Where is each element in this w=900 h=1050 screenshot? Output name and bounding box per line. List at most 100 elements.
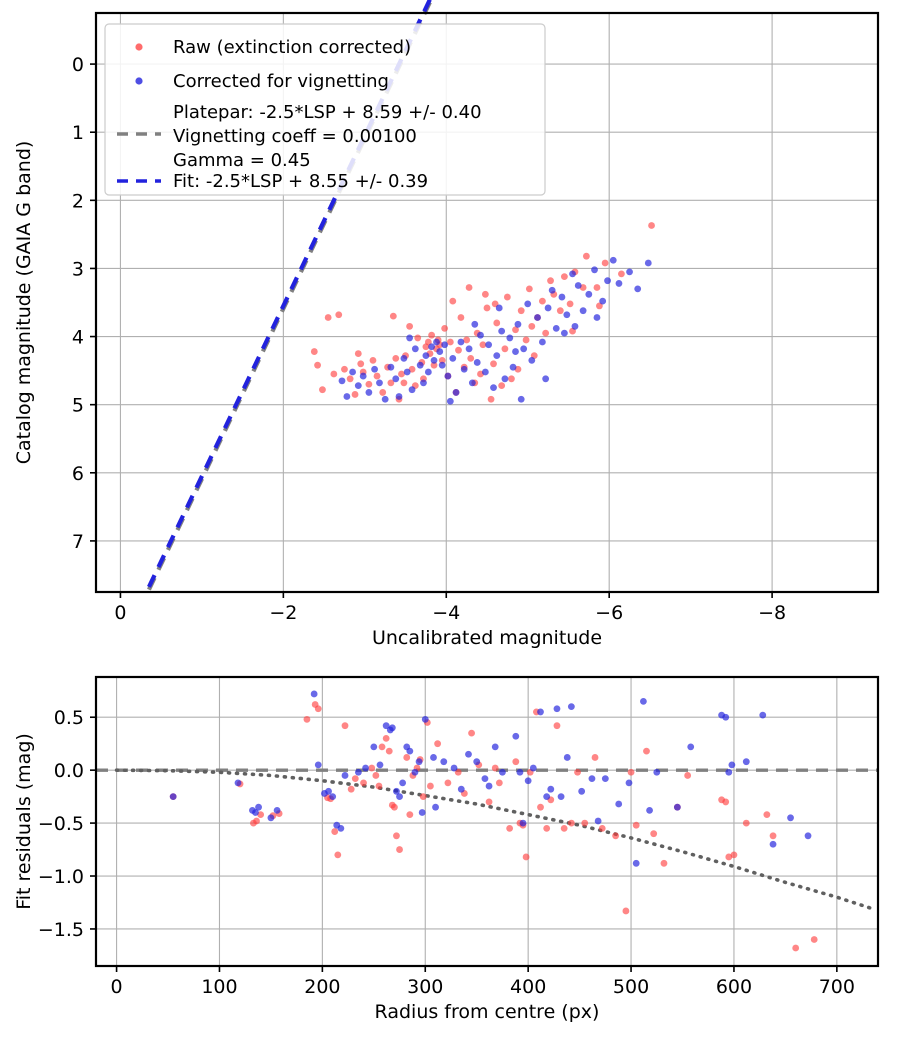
data-point-raw [351,391,359,398]
tick-label-x: −2 [269,602,297,624]
residual-point-corrected [725,768,733,776]
residual-point-raw [763,811,771,819]
data-point-corrected [411,345,419,353]
data-point-raw [455,346,462,354]
tick-label-x: −6 [595,602,623,624]
tick-label-x: 500 [613,976,649,998]
residual-point-corrected [491,743,499,751]
data-point-raw [446,338,454,346]
residual-point-corrected [310,690,318,698]
data-point-corrected [493,352,501,360]
residual-point-corrected [362,764,369,772]
residual-point-corrected [430,754,437,761]
residual-point-corrected [396,793,403,801]
top-scatter-corrected [338,256,652,405]
data-point-corrected [387,363,395,371]
residual-point-raw [393,832,400,840]
tick-label-x: 400 [510,976,546,998]
residual-point-corrected [370,743,378,751]
data-point-raw [324,314,332,321]
residual-point-raw [403,754,411,761]
residual-point-corrected [473,758,481,766]
residual-point-corrected [578,787,586,795]
residual-point-corrected [769,840,777,848]
residuals-panel: 0 100 200 300 400 500 600 700 0.5 0.0 −0.5 −1.0 −1.5… [13,675,880,1023]
residual-point-corrected [567,703,575,711]
data-point-raw [479,341,487,349]
residual-point-corrected [481,775,489,783]
data-point-raw [556,307,564,315]
tick-label-y: −1.5 [38,919,84,941]
residual-point-raw [632,821,640,829]
data-point-corrected [579,307,587,315]
legend-label-gamma: Gamma = 0.45 [173,150,311,171]
residual-point-corrected [252,809,259,816]
data-point-corrected [528,357,536,364]
data-point-raw [341,365,348,373]
data-point-corrected [560,329,568,337]
data-point-raw [490,360,497,368]
residual-point-raw [522,853,530,861]
residual-point-raw [347,785,355,793]
data-point-raw [463,336,471,344]
data-point-corrected [615,280,623,287]
data-point-raw [365,380,373,388]
residual-point-corrected [553,705,561,713]
data-point-corrected [408,386,416,394]
data-point-corrected [452,389,460,396]
residual-point-raw [314,705,322,713]
data-point-corrected [514,320,522,328]
legend-label-raw: Raw (extinction corrected) [173,37,411,58]
residual-point-raw [253,817,260,825]
residual-point-corrected [759,711,767,719]
data-point-raw [422,343,430,351]
residual-point-corrected [640,697,647,705]
tick-label-x: 200 [304,976,340,998]
data-point-corrected [436,348,444,355]
data-point-corrected [498,327,506,335]
residual-point-corrected [234,779,242,787]
residual-point-raw [627,768,635,776]
data-point-raw [330,370,338,378]
bottom-scatter-corrected [169,690,812,867]
tick-label-x: −8 [758,602,786,624]
tick-label-x: 100 [201,976,237,998]
data-point-corrected [593,314,601,321]
residual-point-raw [643,747,650,755]
residual-point-raw [468,729,475,737]
data-point-raw [441,324,449,332]
data-point-raw [319,386,326,394]
data-point-corrected [422,352,430,360]
data-point-raw [525,285,533,293]
residual-point-corrected [804,832,812,840]
top-scatter-raw [310,222,655,403]
residual-point-corrected [411,768,419,776]
data-point-raw [314,361,321,369]
residual-point-raw [454,768,462,776]
data-point-corrected [534,314,541,321]
legend-label-platepar: Platepar: -2.5*LSP + 8.59 +/- 0.40 [173,102,482,123]
data-point-corrected [634,285,642,293]
residual-point-corrected [450,764,458,772]
data-point-corrected [501,375,509,383]
data-point-corrected [446,397,454,405]
residual-point-corrected [512,732,520,740]
data-point-corrected [465,345,473,353]
data-point-raw [389,312,397,320]
residual-point-raw [427,782,434,790]
data-point-raw [528,322,536,330]
data-point-corrected [416,361,424,369]
residual-point-raw [341,722,349,730]
data-point-corrected [542,375,550,383]
legend-label-corrected: Corrected for vignetting [173,71,389,92]
residual-point-raw [622,907,630,915]
data-point-corrected [599,297,607,305]
legend-background [104,23,546,196]
tick-label-x: 600 [716,976,752,998]
residual-point-raw [382,735,390,742]
data-point-raw [465,284,473,291]
residual-point-raw [730,851,738,859]
data-point-raw [498,382,506,389]
calibration-panel: 0 −2 −4 −6 −8 0 1 2 3 4 5 6 7 Uncalibrated magnitude… [13,0,880,649]
